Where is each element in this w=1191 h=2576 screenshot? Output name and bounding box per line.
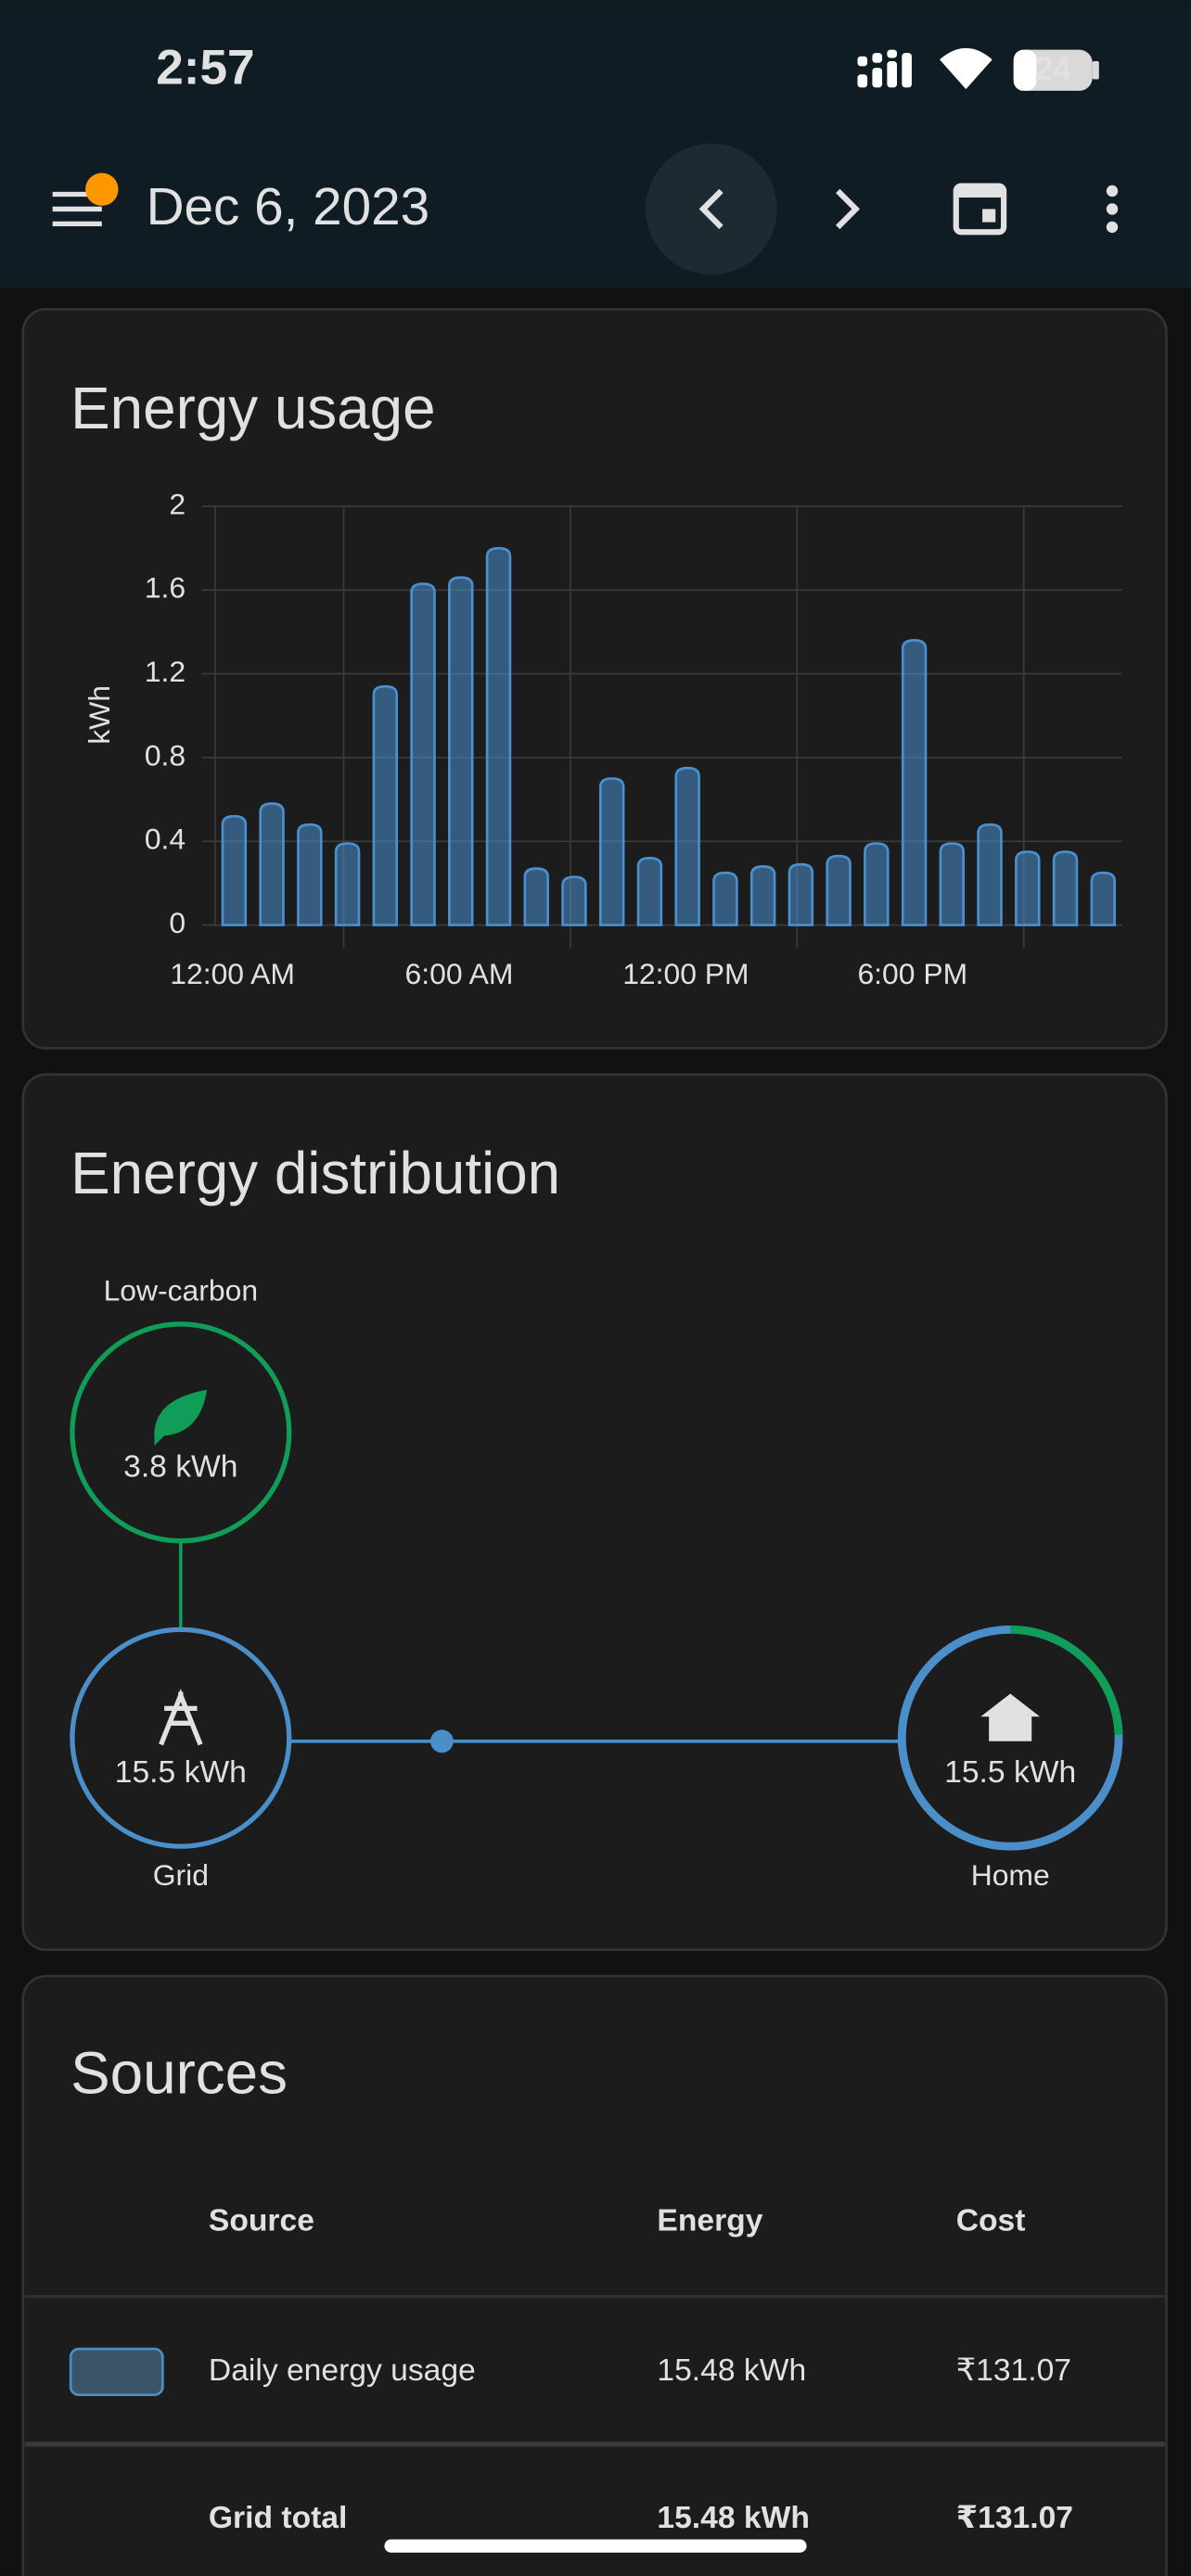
x-tick-label: 6:00 PM — [857, 957, 967, 990]
node-value: 15.5 kWh — [115, 1755, 247, 1790]
bar — [259, 802, 285, 926]
chart: 0 0.4 0.8 1.2 1.6 2 12:00 AM 6:00 AM 12:00 PM 6:0… — [145, 487, 1122, 990]
node-value: 15.5 kWh — [944, 1755, 1076, 1790]
menu-button[interactable] — [52, 191, 102, 227]
status-time: 2:57 — [156, 41, 254, 96]
prev-icon — [698, 188, 724, 230]
bar — [826, 854, 852, 926]
x-tick-label: 12:00 AM — [170, 957, 295, 990]
column-header: Energy — [657, 2204, 762, 2238]
grid-node — [70, 1626, 292, 1849]
bar — [297, 823, 323, 926]
bar — [1090, 871, 1116, 926]
cell: Grid total — [209, 2501, 347, 2535]
y-tick-label: 0.8 — [145, 738, 186, 772]
bar — [712, 871, 738, 926]
node-label: Low-carbon — [104, 1274, 258, 1307]
bar — [1015, 850, 1041, 926]
node-value: 3.8 kWh — [123, 1450, 237, 1485]
signal-icon — [857, 49, 912, 88]
bar — [221, 814, 248, 926]
more-button[interactable] — [1106, 185, 1119, 234]
house-icon — [980, 1693, 1041, 1741]
x-tick-label: 6:00 AM — [405, 957, 514, 990]
bar — [523, 867, 549, 926]
y-tick-label: 0 — [169, 906, 186, 939]
header-date: Dec 6, 2023 — [147, 178, 430, 236]
node-label: Grid — [153, 1858, 209, 1892]
home-indicator — [384, 2539, 807, 2553]
cell: ₹131.07 — [956, 2353, 1071, 2388]
prev-button[interactable] — [646, 143, 777, 275]
card-title: Energy distribution — [70, 1140, 560, 1206]
energy-distribution-card — [21, 1073, 1168, 1952]
bar — [939, 842, 966, 926]
sources-card — [21, 1974, 1168, 2576]
bar — [372, 684, 399, 926]
wifi-icon — [940, 47, 992, 90]
bar — [674, 766, 700, 926]
bar — [334, 842, 361, 926]
battery-tip — [1092, 61, 1099, 80]
bar — [977, 823, 1003, 926]
bar — [598, 777, 625, 926]
bar — [1052, 850, 1079, 926]
cell: ₹131.07 — [956, 2501, 1073, 2535]
bar — [864, 842, 890, 926]
y-tick-label: 2 — [169, 487, 186, 520]
y-tick-label: 0.4 — [145, 823, 186, 856]
y-tick-label: 1.6 — [145, 571, 186, 605]
column-header: Source — [209, 2204, 314, 2238]
low-carbon-node — [70, 1321, 292, 1544]
notification-dot — [85, 172, 119, 206]
leaf-icon — [154, 1389, 208, 1447]
bar — [561, 875, 587, 926]
calendar-button[interactable] — [953, 183, 1007, 236]
cell: 15.48 kWh — [657, 2501, 809, 2535]
top-bar — [0, 0, 1191, 288]
battery-text: 24 — [1035, 50, 1072, 87]
column-header: Cost — [956, 2204, 1026, 2238]
bar — [448, 576, 474, 926]
flow-dot — [430, 1729, 454, 1753]
bar — [410, 582, 436, 926]
next-button[interactable] — [836, 188, 861, 230]
cell: Daily energy usage — [209, 2353, 476, 2388]
card-title: Energy usage — [70, 375, 435, 441]
cell: 15.48 kWh — [657, 2353, 806, 2388]
bar — [636, 857, 663, 926]
bar — [749, 865, 776, 926]
bar — [485, 546, 512, 926]
source-swatch — [69, 2347, 164, 2397]
bar — [788, 862, 814, 926]
y-axis-label: kWh — [83, 685, 116, 745]
node-label: Home — [971, 1858, 1050, 1892]
bar — [901, 639, 928, 926]
battery-level — [1013, 49, 1037, 91]
card-title: Sources — [70, 2040, 288, 2107]
x-tick-label: 12:00 PM — [622, 957, 749, 990]
y-tick-label: 1.2 — [145, 655, 186, 688]
tower-icon — [159, 1689, 203, 1746]
low-carbon-arc — [1010, 1625, 1123, 1735]
